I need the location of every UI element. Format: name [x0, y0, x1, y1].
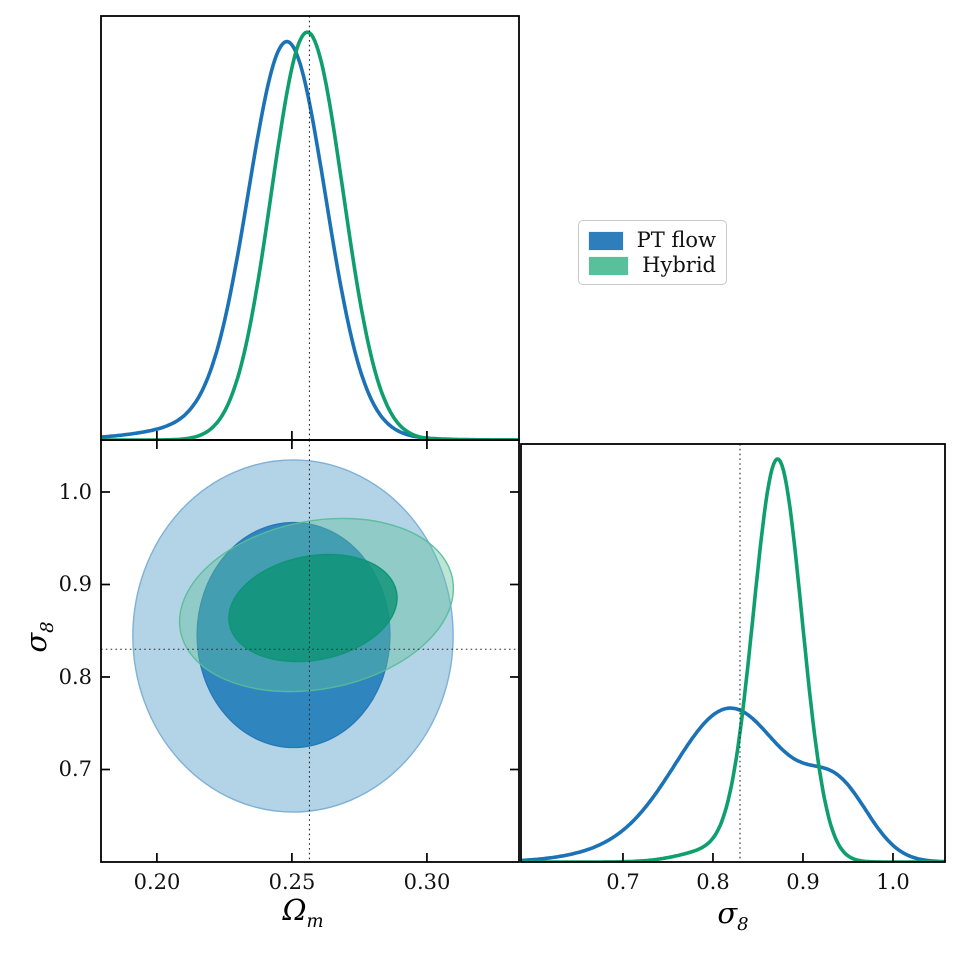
sigma8-marginal-ticks [622, 853, 894, 862]
legend-label-pt-flow: PT flow [636, 228, 716, 252]
joint-xtick-0.30: 0.30 [403, 870, 451, 894]
legend: PT flow Hybrid [578, 220, 727, 285]
curve-hybrid [521, 457, 945, 862]
legend-swatch-hybrid [588, 255, 630, 276]
sigma-subscript-x: 8 [737, 913, 749, 935]
curve-pt-flow [101, 39, 519, 440]
x-axis-label-omega-m: Ωm [253, 893, 353, 932]
sigma8-marginal-curves [521, 457, 945, 862]
joint-xtick-0.20: 0.20 [133, 870, 181, 894]
joint-ytick-0.7: 0.7 [58, 757, 92, 781]
x-axis-label-sigma-8: σ8 [693, 896, 773, 935]
legend-item-pt-flow: PT flow [588, 228, 716, 253]
legend-label-hybrid: Hybrid [642, 253, 716, 277]
omega-subscript: m [306, 910, 324, 932]
joint-xtick-0.25: 0.25 [268, 870, 316, 894]
joint-ytick-0.9: 0.9 [58, 572, 92, 596]
sigma-symbol-y: σ [19, 632, 53, 653]
contour-hybrid-68- [228, 553, 398, 663]
joint-contours [132, 459, 455, 813]
omega-symbol: Ω [282, 893, 307, 927]
sigma8-xtick-0.7: 0.7 [606, 870, 640, 894]
joint-ytick-1.0: 1.0 [58, 480, 92, 504]
joint-ytick-0.8: 0.8 [58, 665, 92, 689]
sigma8-xtick-0.8: 0.8 [696, 870, 730, 894]
sigma8-xtick-1.0: 1.0 [876, 870, 910, 894]
legend-item-hybrid: Hybrid [588, 253, 716, 278]
sigma8-xtick-0.9: 0.9 [786, 870, 820, 894]
joint-ticks [101, 440, 519, 862]
sigma-subscript-y: 8 [36, 621, 58, 633]
omega-m-marginal-panel-spines [100, 15, 520, 441]
y-axis-label-sigma-8: σ8 [19, 597, 58, 677]
curve-pt-flow [521, 706, 945, 862]
sigma-symbol-x: σ [717, 896, 738, 930]
joint-fiducial-lines [101, 440, 519, 862]
omega-m-marginal-ticks [156, 431, 428, 440]
sigma8-marginal-panel-spines [520, 443, 946, 863]
legend-swatch-pt-flow [588, 230, 624, 251]
